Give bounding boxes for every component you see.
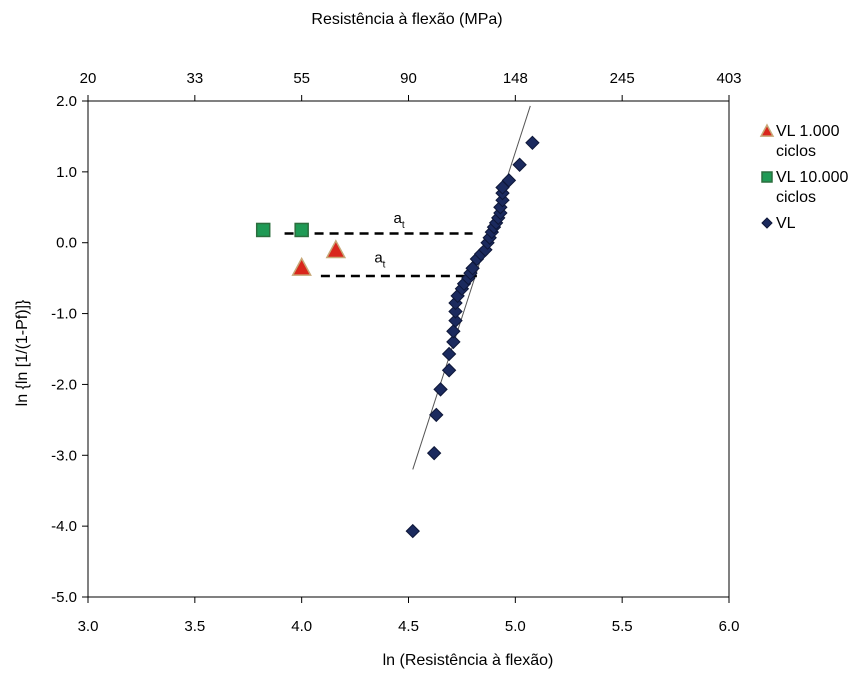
legend: VL 1.000 ciclos VL 10.000 ciclos VL (759, 123, 848, 232)
top-axis-title: Resistência à flexão (MPa) (311, 11, 502, 28)
y-tick-label: -5.0 (51, 589, 77, 606)
top-tick-label: 20 (80, 70, 97, 87)
x-tick-label: 3.5 (184, 618, 205, 635)
vl-point (525, 135, 540, 151)
legend-entry-vl-10000: VL 10.000 ciclos (761, 169, 848, 206)
annotation-label: at (374, 250, 385, 271)
x-tick-label: 5.5 (612, 618, 633, 635)
top-tick-label: 55 (293, 70, 310, 87)
vl-1000-point (291, 256, 312, 276)
vl-point (426, 445, 442, 461)
data-points (255, 135, 540, 539)
vl-point (446, 324, 461, 339)
top-axis-ticks: 20 33 55 90 148 245 403 (80, 70, 742, 101)
y-tick-label: -3.0 (51, 447, 77, 464)
vl-point (446, 334, 461, 350)
vl-point (448, 304, 463, 319)
vl-point (433, 382, 448, 397)
vl-10000-point (294, 222, 309, 238)
vl-1000-point (325, 239, 347, 259)
x-axis-title: ln (Resistência à flexão) (383, 652, 554, 669)
vl-point (512, 157, 527, 172)
x-tick-label: 3.0 (78, 618, 99, 635)
y-axis-title: ln {ln [1/(1-Pf)]} (14, 299, 31, 406)
vl-point (429, 407, 444, 423)
vl-point (441, 363, 457, 378)
legend-entry-vl: VL (761, 215, 796, 232)
x-axis-ticks: 3.0 3.5 4.0 4.5 5.0 5.5 6.0 (78, 597, 740, 635)
x-tick-label: 4.5 (398, 618, 419, 635)
y-tick-label: 2.0 (56, 93, 77, 110)
legend-marker (761, 171, 773, 183)
y-tick-label: -2.0 (51, 376, 77, 393)
top-tick-label: 148 (503, 70, 528, 87)
legend-label: VL 1.000 (776, 123, 840, 140)
vl-point (405, 523, 420, 539)
annotation-main: a (374, 250, 383, 267)
top-tick-label: 245 (610, 70, 635, 87)
legend-label: ciclos (776, 189, 816, 206)
dashed-guides (284, 232, 477, 278)
legend-label: ciclos (776, 143, 816, 160)
annotation-label: at (394, 210, 405, 231)
y-tick-label: 1.0 (56, 164, 77, 181)
x-tick-label: 5.0 (505, 618, 526, 635)
vl-point (501, 173, 517, 188)
trendline (412, 105, 531, 470)
annotation-main: a (394, 210, 403, 227)
y-tick-label: 0.0 (56, 235, 77, 252)
trendline-segment (412, 105, 531, 470)
legend-marker (761, 217, 773, 229)
annotation-subscript: t (402, 220, 405, 231)
legend-entry-vl-1000: VL 1.000 ciclos (759, 123, 840, 160)
annotation-subscript: t (383, 260, 386, 271)
legend-label: VL (776, 215, 796, 232)
y-tick-label: -4.0 (51, 518, 77, 535)
y-axis-ticks: 2.0 1.0 0.0 -1.0 -2.0 -3.0 -4.0 -5.0 (51, 93, 88, 606)
x-tick-label: 6.0 (719, 618, 740, 635)
y-tick-label: -1.0 (51, 306, 77, 323)
top-tick-label: 33 (186, 70, 203, 87)
top-tick-label: 90 (400, 70, 417, 87)
legend-label: VL 10.000 (776, 169, 848, 186)
top-tick-label: 403 (716, 70, 741, 87)
legend-marker (759, 123, 775, 137)
vl-point (448, 313, 463, 328)
vl-point (441, 346, 457, 362)
vl-10000-point (255, 222, 271, 238)
x-tick-label: 4.0 (291, 618, 312, 635)
